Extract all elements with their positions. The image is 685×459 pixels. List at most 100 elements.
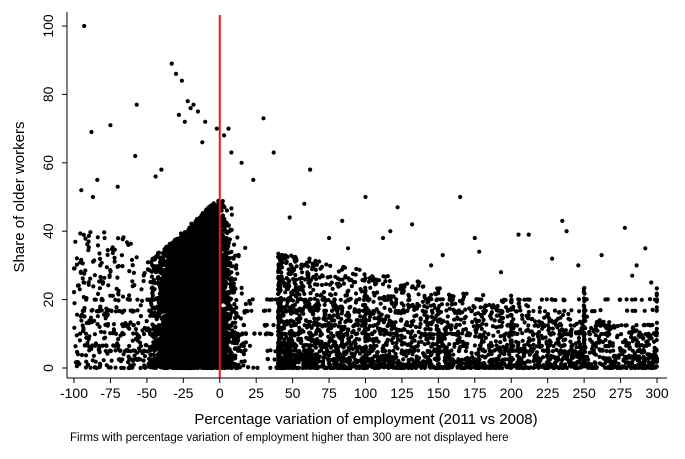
data-point <box>234 266 239 271</box>
data-point <box>90 194 95 200</box>
data-point <box>102 235 107 241</box>
data-point <box>345 246 351 251</box>
data-point <box>560 218 565 223</box>
data-point <box>634 263 639 268</box>
data-point <box>158 362 163 367</box>
data-point <box>200 140 205 145</box>
data-point <box>185 99 190 104</box>
data-point <box>498 270 504 275</box>
data-point <box>302 201 307 206</box>
data-point <box>539 297 545 302</box>
data-point <box>234 297 239 303</box>
data-point <box>232 290 237 295</box>
data-point <box>599 253 604 258</box>
data-point <box>516 232 521 237</box>
data-point <box>622 225 628 230</box>
data-point <box>472 235 477 241</box>
data-point <box>410 222 415 227</box>
data-point <box>173 71 179 76</box>
data-point <box>308 167 313 172</box>
data-point <box>147 268 152 273</box>
data-point <box>236 252 241 258</box>
data-point <box>214 126 219 131</box>
data-point <box>243 301 248 307</box>
data-point <box>526 232 531 237</box>
data-point <box>643 246 648 251</box>
data-point <box>388 229 393 234</box>
data-point <box>246 365 251 370</box>
data-point <box>226 313 231 319</box>
data-point <box>238 316 243 321</box>
data-point <box>134 102 139 107</box>
data-point <box>176 112 181 117</box>
data-point <box>232 341 237 346</box>
data-point <box>150 322 155 327</box>
data-point <box>139 298 145 303</box>
data-point <box>172 286 178 291</box>
data-point <box>82 23 87 29</box>
data-point <box>89 129 94 135</box>
data-point <box>191 102 196 107</box>
data-point <box>141 358 146 363</box>
data-point <box>223 257 228 262</box>
data-point <box>164 267 169 272</box>
data-point <box>576 263 581 268</box>
data-point <box>203 119 208 124</box>
data-point <box>155 264 160 269</box>
data-point <box>649 280 654 285</box>
data-point <box>429 263 434 268</box>
data-point <box>162 277 167 282</box>
data-point <box>222 133 227 138</box>
data-point <box>261 116 266 121</box>
data-point <box>156 337 161 342</box>
data-point <box>232 302 237 307</box>
data-point <box>156 275 161 280</box>
data-point <box>141 278 146 284</box>
data-point <box>239 160 244 165</box>
data-point <box>95 177 100 182</box>
data-point <box>160 322 165 327</box>
data-point <box>243 245 248 250</box>
data-point <box>271 150 276 155</box>
data-point <box>458 194 463 200</box>
data-point <box>395 205 400 210</box>
data-point <box>225 263 230 268</box>
data-point <box>151 268 156 273</box>
data-point <box>440 253 445 258</box>
data-point <box>156 300 161 305</box>
data-point <box>169 335 174 341</box>
data-point <box>477 249 482 254</box>
data-point <box>161 260 166 265</box>
data-point <box>243 340 248 345</box>
data-point <box>115 184 120 189</box>
data-point <box>108 123 113 128</box>
data-point <box>239 291 244 296</box>
data-point <box>79 188 84 193</box>
data-point <box>233 315 238 320</box>
data-point <box>142 325 147 330</box>
data-point <box>142 354 148 359</box>
data-point <box>77 287 82 292</box>
data-point <box>235 271 240 276</box>
data-point <box>138 303 143 308</box>
data-point <box>231 281 236 286</box>
data-point <box>222 356 227 361</box>
data-point <box>327 235 332 241</box>
data-point <box>162 316 167 321</box>
data-point <box>584 314 590 319</box>
data-point <box>233 353 238 358</box>
plot-area <box>71 23 660 371</box>
data-point <box>188 106 193 111</box>
data-point <box>169 61 174 66</box>
data-point <box>179 78 184 83</box>
data-points <box>71 23 660 371</box>
data-point <box>155 352 160 358</box>
data-point <box>167 253 172 258</box>
data-point <box>162 253 168 258</box>
data-point <box>251 177 256 182</box>
data-point <box>149 274 154 279</box>
data-point <box>138 314 143 319</box>
data-point <box>235 235 240 240</box>
data-point <box>233 325 238 330</box>
